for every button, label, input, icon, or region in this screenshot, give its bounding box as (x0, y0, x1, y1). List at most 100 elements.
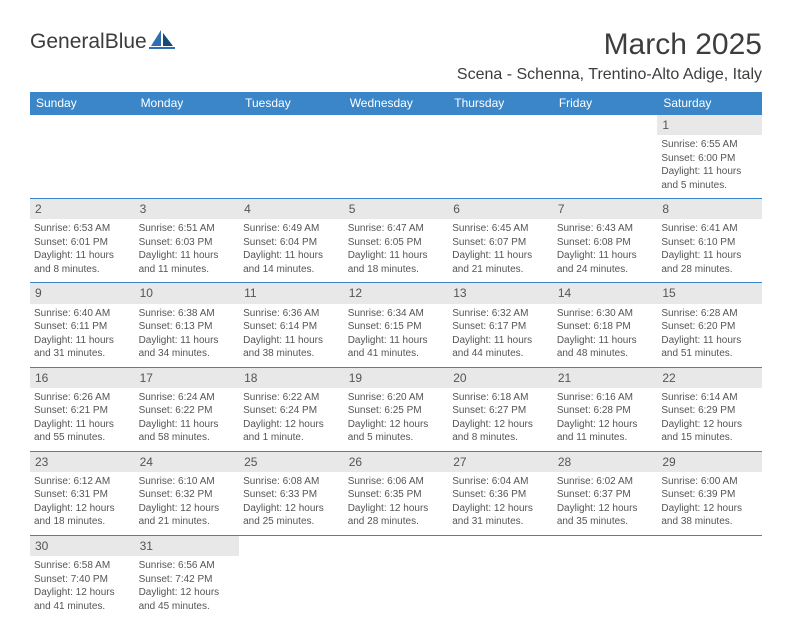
weekday-header: Saturday (657, 92, 762, 115)
calendar-cell: 7Sunrise: 6:43 AMSunset: 6:08 PMDaylight… (553, 199, 658, 283)
sunset-line: Sunset: 6:03 PM (139, 236, 236, 250)
day-number: 25 (239, 452, 344, 472)
calendar-cell: 14 Sunrise: 6:30 AMSunset: 6:18 PMDayligh… (553, 283, 658, 367)
calendar-row: 23Sunrise: 6:12 AMSunset: 6:31 PMDayligh… (30, 451, 762, 535)
sunset-line: Sunset: 6:31 PM (34, 488, 131, 502)
calendar-cell: 20Sunrise: 6:18 AMSunset: 6:27 PMDayligh… (448, 367, 553, 451)
sunrise-line: Sunrise: 6:40 AM (34, 307, 131, 321)
sunrise-line: Sunrise: 6:28 AM (661, 307, 758, 321)
day-number: 17 (135, 368, 240, 388)
sunset-line: Sunset: 6:24 PM (243, 404, 340, 418)
sunrise-line: Sunrise: 6:56 AM (139, 559, 236, 573)
sunset-line: Sunset: 6:35 PM (348, 488, 445, 502)
sunset-line: Sunset: 6:18 PM (557, 320, 654, 334)
calendar-cell: 17Sunrise: 6:24 AMSunset: 6:22 PMDayligh… (135, 367, 240, 451)
daylight-line: Daylight: 12 hours and 21 minutes. (139, 502, 236, 529)
calendar-cell (344, 115, 449, 199)
day-number: 20 (448, 368, 553, 388)
calendar-cell: 29Sunrise: 6:00 AMSunset: 6:39 PMDayligh… (657, 451, 762, 535)
sunset-line: Sunset: 6:08 PM (557, 236, 654, 250)
location: Scena - Schenna, Trentino-Alto Adige, It… (457, 66, 762, 84)
sunset-line: Sunset: 6:28 PM (557, 404, 654, 418)
sunrise-line: Sunrise: 6:04 AM (452, 475, 549, 489)
calendar-cell: 13Sunrise: 6:32 AMSunset: 6:17 PMDayligh… (448, 283, 553, 367)
day-number: 11 (239, 283, 344, 303)
header: GeneralBlue March 2025 Scena - Schenna, … (30, 28, 762, 84)
month-title: March 2025 (457, 28, 762, 62)
day-number: 28 (553, 452, 658, 472)
sunset-line: Sunset: 6:29 PM (661, 404, 758, 418)
day-number: 10 (135, 283, 240, 303)
calendar-cell (553, 535, 658, 619)
sunset-line: Sunset: 6:15 PM (348, 320, 445, 334)
weekday-header: Monday (135, 92, 240, 115)
daylight-line: Daylight: 12 hours and 15 minutes. (661, 418, 758, 445)
weekday-header: Sunday (30, 92, 135, 115)
calendar-cell: 11Sunrise: 6:36 AMSunset: 6:14 PMDayligh… (239, 283, 344, 367)
sunrise-line: Sunrise: 6:49 AM (243, 222, 340, 236)
sail-icon (149, 28, 175, 55)
calendar-cell (448, 535, 553, 619)
calendar-cell: 18 Sunrise: 6:22 AMSunset: 6:24 PMDayligh… (239, 367, 344, 451)
calendar-cell: 8Sunrise: 6:41 AMSunset: 6:10 PMDaylight… (657, 199, 762, 283)
day-number: 27 (448, 452, 553, 472)
daylight-line: Daylight: 12 hours and 25 minutes. (243, 502, 340, 529)
daylight-line: Daylight: 11 hours and 48 minutes. (557, 334, 654, 361)
brand-logo: GeneralBlue (30, 28, 175, 55)
sunset-line: Sunset: 6:20 PM (661, 320, 758, 334)
sunset-line: Sunset: 6:14 PM (243, 320, 340, 334)
sunrise-line: Sunrise: 6:51 AM (139, 222, 236, 236)
calendar-cell: 24Sunrise: 6:10 AMSunset: 6:32 PMDayligh… (135, 451, 240, 535)
calendar-cell (30, 115, 135, 199)
calendar-cell: 31Sunrise: 6:56 AMSunset: 7:42 PMDayligh… (135, 535, 240, 619)
sunrise-line: Sunrise: 6:30 AM (557, 307, 654, 321)
sunset-line: Sunset: 7:42 PM (139, 573, 236, 587)
sunrise-line: Sunrise: 6:24 AM (139, 391, 236, 405)
weekday-header-row: SundayMondayTuesdayWednesdayThursdayFrid… (30, 92, 762, 115)
day-number: 29 (657, 452, 762, 472)
day-number: 12 (344, 283, 449, 303)
sunrise-line: Sunrise: 6:10 AM (139, 475, 236, 489)
weekday-header: Wednesday (344, 92, 449, 115)
calendar-cell: 6Sunrise: 6:45 AMSunset: 6:07 PMDaylight… (448, 199, 553, 283)
sunset-line: Sunset: 6:17 PM (452, 320, 549, 334)
sunrise-line: Sunrise: 6:02 AM (557, 475, 654, 489)
daylight-line: Daylight: 11 hours and 34 minutes. (139, 334, 236, 361)
daylight-line: Daylight: 11 hours and 31 minutes. (34, 334, 131, 361)
calendar-cell: 25Sunrise: 6:08 AMSunset: 6:33 PMDayligh… (239, 451, 344, 535)
calendar-cell: 1Sunrise: 6:55 AMSunset: 6:00 PMDaylight… (657, 115, 762, 199)
daylight-line: Daylight: 12 hours and 1 minute. (243, 418, 340, 445)
weekday-header: Friday (553, 92, 658, 115)
day-number: 21 (553, 368, 658, 388)
calendar-cell: 4Sunrise: 6:49 AMSunset: 6:04 PMDaylight… (239, 199, 344, 283)
sunset-line: Sunset: 6:27 PM (452, 404, 549, 418)
daylight-line: Daylight: 12 hours and 11 minutes. (557, 418, 654, 445)
sunrise-line: Sunrise: 6:20 AM (348, 391, 445, 405)
day-number: 18 (239, 368, 344, 388)
sunset-line: Sunset: 6:36 PM (452, 488, 549, 502)
calendar-cell (239, 115, 344, 199)
day-number: 4 (239, 199, 344, 219)
sunrise-line: Sunrise: 6:26 AM (34, 391, 131, 405)
daylight-line: Daylight: 12 hours and 28 minutes. (348, 502, 445, 529)
day-number: 14 (553, 283, 658, 303)
calendar-cell: 3Sunrise: 6:51 AMSunset: 6:03 PMDaylight… (135, 199, 240, 283)
calendar-row: 2Sunrise: 6:53 AMSunset: 6:01 PMDaylight… (30, 199, 762, 283)
sunrise-line: Sunrise: 6:16 AM (557, 391, 654, 405)
sunrise-line: Sunrise: 6:36 AM (243, 307, 340, 321)
sunset-line: Sunset: 6:11 PM (34, 320, 131, 334)
calendar-cell: 9Sunrise: 6:40 AMSunset: 6:11 PMDaylight… (30, 283, 135, 367)
daylight-line: Daylight: 12 hours and 5 minutes. (348, 418, 445, 445)
day-number: 26 (344, 452, 449, 472)
calendar-cell: 2Sunrise: 6:53 AMSunset: 6:01 PMDaylight… (30, 199, 135, 283)
sunset-line: Sunset: 6:04 PM (243, 236, 340, 250)
sunset-line: Sunset: 6:21 PM (34, 404, 131, 418)
daylight-line: Daylight: 11 hours and 41 minutes. (348, 334, 445, 361)
day-number: 7 (553, 199, 658, 219)
sunrise-line: Sunrise: 6:58 AM (34, 559, 131, 573)
calendar-row: 9Sunrise: 6:40 AMSunset: 6:11 PMDaylight… (30, 283, 762, 367)
daylight-line: Daylight: 11 hours and 51 minutes. (661, 334, 758, 361)
sunrise-line: Sunrise: 6:22 AM (243, 391, 340, 405)
sunrise-line: Sunrise: 6:55 AM (661, 138, 758, 152)
sunset-line: Sunset: 6:33 PM (243, 488, 340, 502)
